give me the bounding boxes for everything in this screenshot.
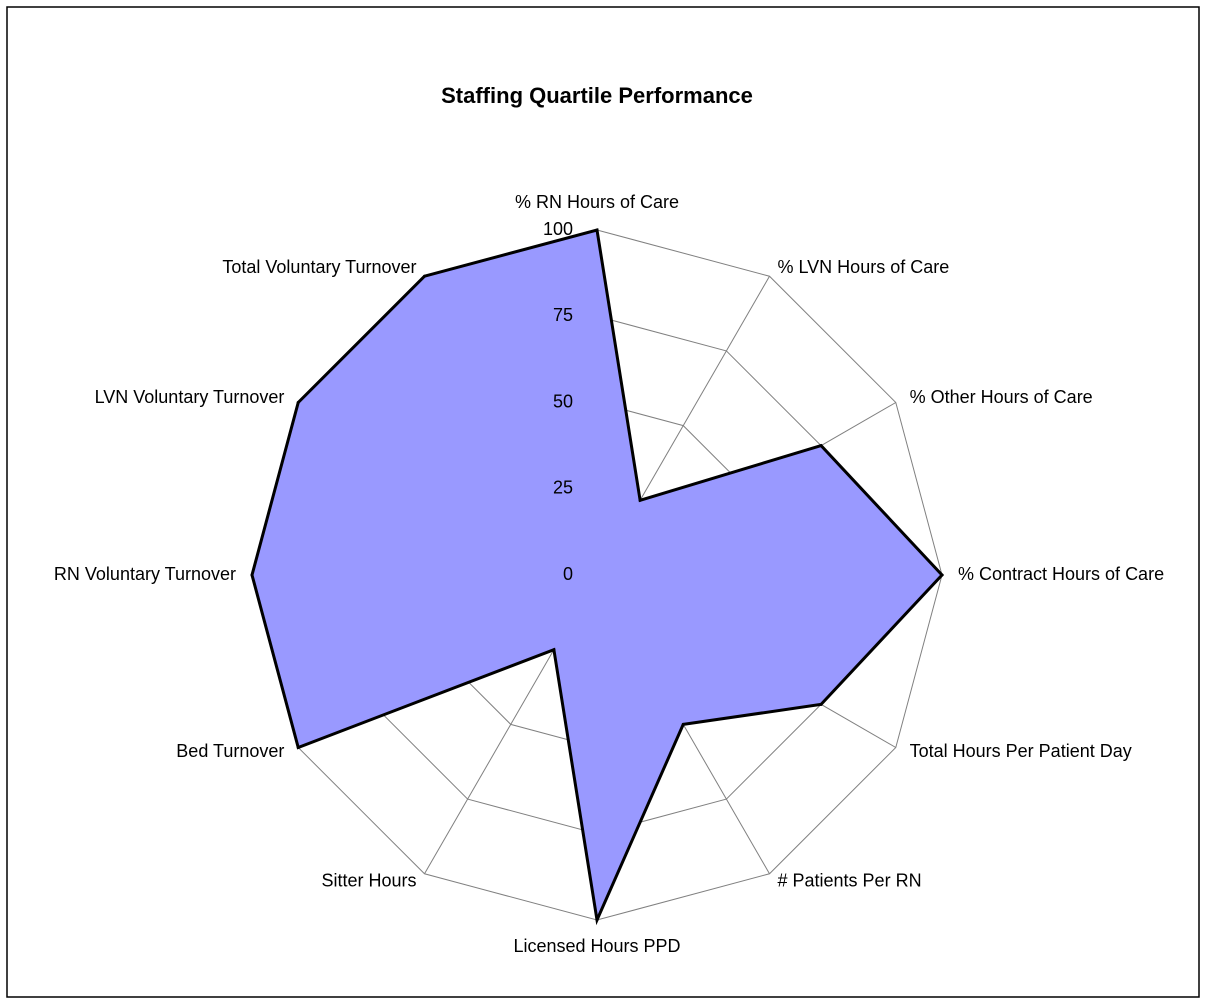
axis-label: % RN Hours of Care [515, 192, 679, 212]
data-point [250, 573, 254, 577]
data-point [638, 498, 642, 502]
axis-label: RN Voluntary Turnover [54, 564, 236, 584]
axis-label: LVN Voluntary Turnover [95, 387, 285, 407]
axis-label: Total Voluntary Turnover [222, 257, 416, 277]
axis-label: % LVN Hours of Care [778, 257, 950, 277]
data-point [423, 274, 426, 278]
chart-title: Staffing Quartile Performance [441, 83, 753, 108]
r-tick-label: 25 [553, 478, 573, 498]
r-tick-label: 0 [563, 564, 573, 584]
r-tick-label: 75 [553, 305, 573, 325]
axis-label: Sitter Hours [321, 870, 416, 890]
data-point [819, 444, 823, 448]
r-tick-label: 50 [553, 391, 573, 411]
data-point [681, 722, 685, 726]
axis-label: Total Hours Per Patient Day [910, 741, 1132, 761]
data-point [940, 573, 944, 577]
axis-label: # Patients Per RN [778, 870, 922, 890]
data-point [595, 228, 599, 232]
r-tick-label: 100 [543, 219, 573, 239]
data-point [595, 918, 599, 922]
axis-label: Licensed Hours PPD [513, 936, 680, 956]
data-point [296, 746, 300, 749]
data-point [296, 401, 300, 404]
data-point [819, 702, 823, 706]
data-point [552, 648, 556, 652]
axis-label: Bed Turnover [176, 741, 284, 761]
axis-label: % Contract Hours of Care [958, 564, 1164, 584]
axis-label: % Other Hours of Care [910, 387, 1093, 407]
